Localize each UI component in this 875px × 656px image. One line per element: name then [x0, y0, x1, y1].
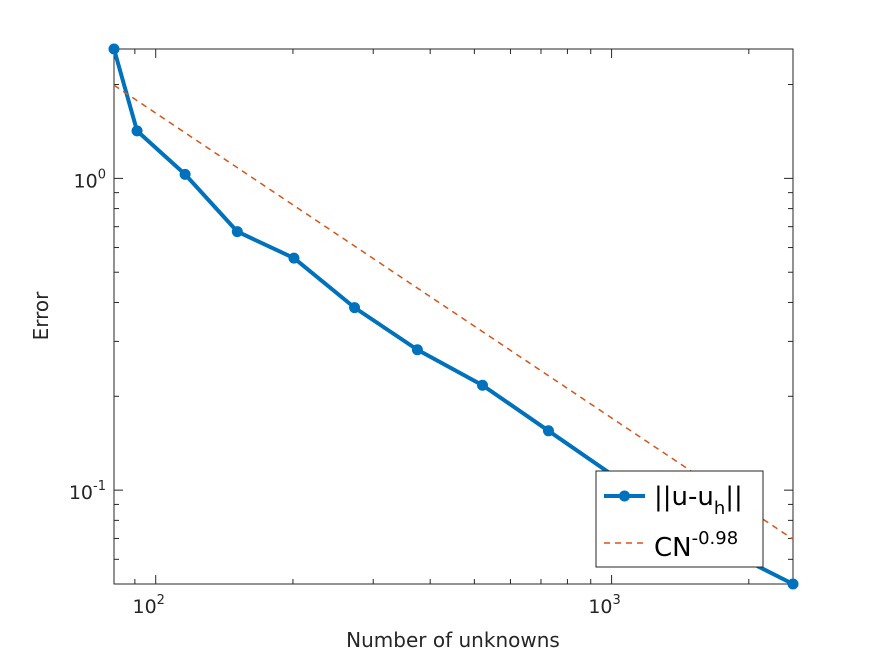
error-point: [131, 125, 143, 137]
legend-label-reference: CN-0.98: [654, 528, 738, 563]
error-point: [288, 252, 300, 264]
axis-ticks: [114, 49, 793, 585]
error-point: [349, 302, 361, 314]
legend: ||u-uh|| CN-0.98: [595, 470, 764, 568]
x-axis-label: Number of unknowns: [346, 628, 560, 652]
y-axis-label: Error: [29, 291, 53, 341]
error-point: [542, 425, 554, 437]
error-point: [231, 226, 243, 238]
legend-label-error: ||u-uh||: [654, 482, 743, 519]
error-point: [477, 379, 489, 391]
error-point: [108, 43, 120, 55]
x-tick-label: 103: [588, 593, 620, 618]
y-tick-label: 100: [74, 167, 106, 192]
legend-box: [595, 470, 764, 568]
tick-labels: 102 103 10-1 100: [69, 167, 621, 618]
legend-marker-error: [619, 490, 630, 502]
error-point: [787, 578, 799, 590]
reference-line: [113, 84, 794, 540]
y-tick-label: 10-1: [69, 479, 106, 504]
x-tick-label: 102: [132, 593, 164, 618]
error-point: [179, 168, 191, 180]
error-point: [411, 344, 423, 356]
